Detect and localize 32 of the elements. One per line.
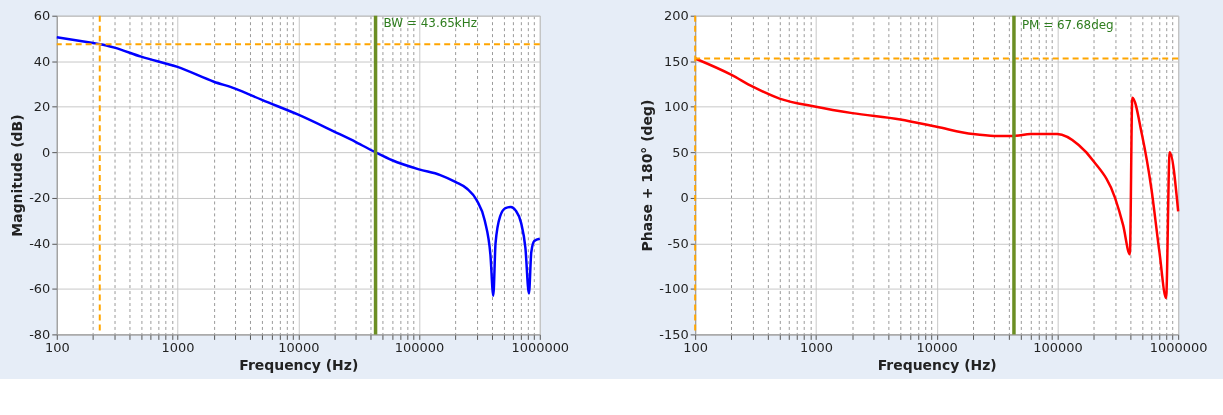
- y-axis-title: Phase + 180° (deg): [639, 99, 656, 252]
- y-tick-label: 60: [33, 8, 51, 24]
- y-tick-label: 0: [680, 190, 689, 206]
- y-tick-label: 50: [672, 144, 689, 160]
- x-tick-label: 100000: [394, 339, 445, 355]
- y-tick-label: 40: [33, 53, 51, 69]
- x-tick-label: 1000000: [1149, 339, 1208, 355]
- y-tick-label: 0: [42, 144, 51, 160]
- annotation: PM = 67.68deg: [1021, 17, 1114, 32]
- x-tick-label: 10000: [278, 339, 320, 355]
- y-tick-label: 200: [663, 8, 689, 24]
- annotation: BW = 43.65kHz: [383, 15, 478, 30]
- x-tick-label: 10000: [916, 339, 958, 355]
- y-tick-label: -150: [659, 326, 689, 342]
- y-axis-title: Magnitude (dB): [9, 114, 26, 237]
- x-axis-title: Frequency (Hz): [877, 356, 997, 373]
- x-tick-label: 100: [44, 339, 70, 355]
- y-tick-label: 20: [33, 99, 51, 115]
- y-tick-label: -50: [667, 235, 689, 251]
- x-tick-label: 100: [683, 339, 709, 355]
- x-axis-title: Frequency (Hz): [239, 356, 359, 373]
- y-tick-label: -40: [29, 235, 51, 251]
- x-tick-label: 1000: [161, 339, 195, 355]
- y-tick-label: -60: [29, 281, 51, 297]
- x-tick-label: 1000: [799, 339, 833, 355]
- x-tick-label: 100000: [1033, 339, 1083, 355]
- x-tick-label: 1000000: [511, 339, 570, 355]
- y-tick-label: -100: [659, 281, 689, 297]
- y-tick-label: 150: [663, 53, 689, 69]
- y-tick-label: 100: [663, 99, 689, 115]
- y-tick-label: -20: [29, 190, 51, 206]
- y-tick-label: -80: [29, 326, 51, 342]
